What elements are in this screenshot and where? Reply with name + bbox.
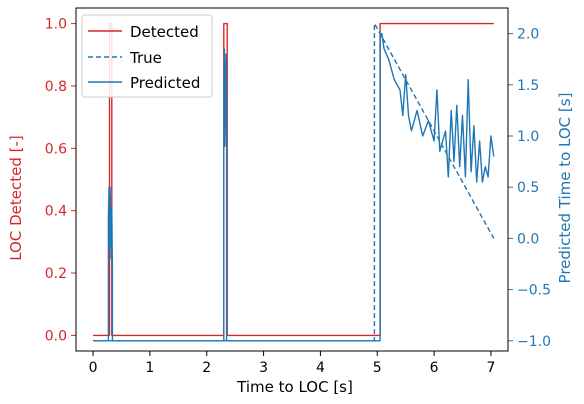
legend-box [81,14,213,98]
right-y-tick-label: −1.0 [517,334,551,350]
left-y-tick-label: 0.8 [45,79,67,95]
left-y-tick-label: 0.4 [45,204,67,220]
right-y-tick-label: −0.5 [517,283,551,299]
right-y-tick-label: 1.5 [517,78,539,94]
legend: Detected True Predicted [81,14,213,98]
right-y-tick-label: 0.0 [517,231,539,247]
right-y-tick-label: 0.5 [517,180,539,196]
left-y-tick-label: 0.0 [45,328,67,344]
x-tick-label: 5 [373,360,382,376]
left-y-tick-label: 0.2 [45,266,67,282]
x-axis-title: Time to LOC [s] [236,378,353,396]
x-tick-label: 0 [89,360,98,376]
x-tick-label: 2 [202,360,211,376]
x-tick-label: 3 [259,360,268,376]
legend-label-detected: Detected [130,23,199,41]
x-tick-label: 7 [486,360,495,376]
legend-label-true: True [129,49,162,67]
right-y-tick-label: 1.0 [517,129,539,145]
series-line-predicted [93,32,495,342]
x-tick-label: 1 [145,360,154,376]
plot-frame [75,7,509,352]
left-y-axis-title: LOC Detected [-] [7,135,25,261]
right-y-tick-label: 2.0 [517,27,539,43]
right-y-axis-title: Predicted Time to LOC [s] [556,93,574,284]
left-y-tick-label: 0.6 [45,141,67,157]
axis-ticks: 0 1 2 3 4 5 6 7 0.0 0.2 0.4 0.6 0.8 1.0 −1.0 −0.5 0.0 0.5… [45,17,551,376]
x-tick-label: 4 [316,360,325,376]
left-y-tick-label: 1.0 [45,17,67,33]
x-tick-label: 6 [430,360,439,376]
legend-label-predicted: Predicted [130,74,200,92]
